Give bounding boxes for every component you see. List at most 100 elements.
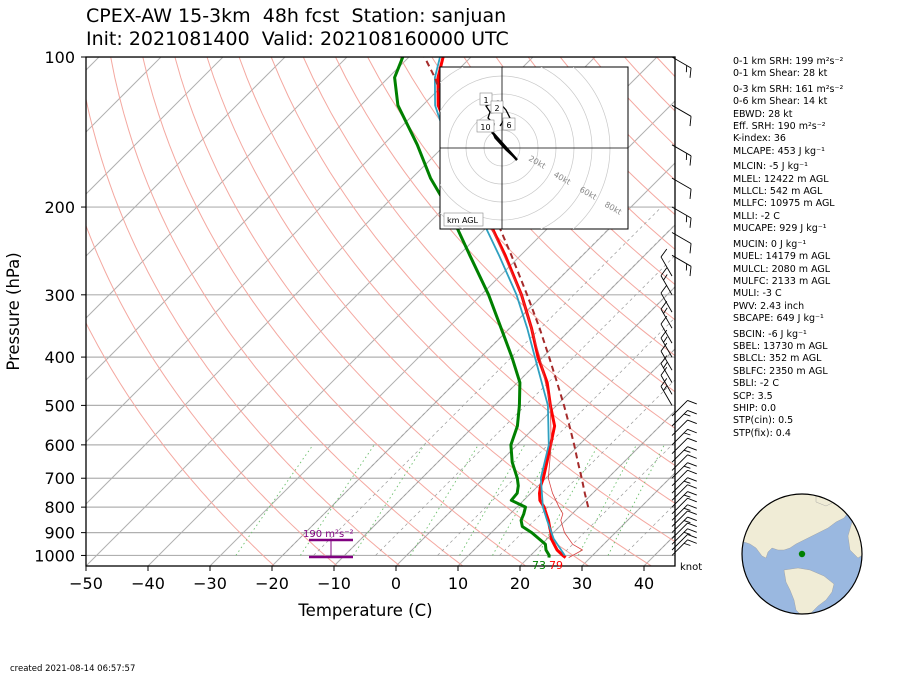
stat-line: SBCAPE: 649 J kg⁻¹: [733, 313, 824, 325]
x-tick-label: 30: [572, 574, 592, 593]
barb-staff: [660, 363, 673, 383]
y-tick-label: 800: [44, 498, 75, 517]
isotherm-line: [209, 100, 675, 566]
barb-staff: [660, 350, 673, 371]
dry-adiabat: [174, 57, 589, 566]
stat-line: 0-1 km SRH: 199 m²s⁻²: [733, 56, 844, 67]
barb-half-flag: [685, 153, 688, 161]
wind-barb: [660, 300, 673, 329]
barb-flag: [687, 539, 697, 544]
background-grid: [86, 57, 675, 566]
hodograph-height-label: 6: [506, 121, 511, 130]
stat-line: 0-6 km Shear: 14 kt: [733, 96, 828, 108]
parcel-temperature-thin: [481, 206, 583, 558]
barb-staff: [671, 437, 688, 455]
barb-flag: [660, 267, 668, 277]
y-tick-label: 300: [44, 286, 75, 305]
stat-line: MLCIN: -5 J kg⁻¹: [733, 161, 808, 173]
barb-staff: [671, 400, 688, 417]
x-tick-label: −30: [193, 574, 227, 593]
stat-line: SBCIN: -6 J kg⁻¹: [733, 328, 807, 340]
stat-line: MUEL: 14179 m AGL: [733, 251, 831, 263]
barb-flag: [687, 419, 697, 424]
barb-half-flag: [663, 336, 668, 343]
stat-line: SBLCL: 352 m AGL: [733, 353, 822, 365]
barb-staff: [660, 375, 673, 395]
isotherm-line: [86, 57, 162, 133]
wind-barb: [671, 437, 697, 455]
wind-barb: [660, 284, 673, 313]
barb-staff: [671, 484, 688, 501]
barb-half-flag: [683, 520, 691, 524]
isotherm-line: [86, 57, 286, 257]
wind-barb: [660, 248, 673, 277]
barb-flag: [689, 67, 692, 78]
x-tick-label: 0: [391, 574, 401, 593]
stat-line: SBLFC: 2350 m AGL: [733, 365, 828, 377]
barb-flag: [687, 437, 697, 443]
stat-line: SCP: 3.5: [733, 390, 773, 402]
barb-half-flag: [683, 432, 691, 436]
dry-adiabat: [270, 57, 675, 504]
x-tick-label: −40: [131, 574, 165, 593]
barb-half-flag: [685, 263, 688, 271]
globe-locator-map: [741, 493, 863, 615]
dry-adiabat: [142, 57, 526, 566]
barb-flag: [687, 410, 697, 415]
wind-barb: [671, 206, 692, 228]
globe-outline: [741, 493, 863, 615]
barb-flag: [687, 428, 697, 434]
wind-barb: [660, 342, 673, 371]
barb-half-flag: [683, 494, 691, 498]
dry-adiabat: [335, 57, 675, 429]
dry-adiabat: [238, 57, 675, 543]
stat-line: EBWD: 28 kt: [733, 108, 793, 120]
y-tick-label: 200: [44, 198, 75, 217]
mixing-ratio-line: [492, 444, 557, 556]
barb-half-flag: [663, 384, 668, 391]
barb-flag: [689, 116, 692, 127]
y-tick-label: 400: [44, 348, 75, 367]
barb-staff: [671, 454, 688, 471]
stat-line: 0-1 km Shear: 28 kt: [733, 68, 828, 80]
barb-staff: [671, 497, 688, 515]
barb-half-flag: [663, 274, 668, 281]
stat-line: MUCIN: 0 J kg⁻¹: [733, 238, 807, 250]
barb-flag: [687, 504, 697, 509]
barb-half-flag: [685, 215, 688, 223]
barb-flag: [687, 497, 697, 503]
barb-staff: [660, 337, 673, 358]
stat-line: MULI: -3 C: [733, 288, 782, 300]
stat-line: MLEL: 12422 m AGL: [733, 173, 829, 185]
wind-unit-label: knot: [680, 562, 702, 573]
barb-half-flag: [683, 465, 691, 469]
wind-barb: [671, 232, 692, 254]
barb-staff: [660, 386, 673, 406]
dry-adiabat: [367, 57, 675, 393]
wind-barb: [671, 428, 697, 446]
dry-adiabat: [399, 57, 675, 357]
wind-barbs: [660, 56, 697, 556]
north-america-landmass: [742, 494, 862, 559]
barb-flag: [689, 243, 692, 254]
hodograph-unit-box: [443, 212, 484, 227]
y-tick-label: 100: [44, 48, 75, 67]
stat-line: SBLI: -2 C: [733, 378, 779, 390]
isotherm-line: [86, 57, 410, 381]
barb-flag: [687, 484, 697, 489]
wind-barb: [660, 329, 673, 358]
stat-line: K-index: 36: [733, 133, 786, 145]
stat-line: STP(fix): 0.4: [733, 427, 791, 439]
south-america-landmass: [783, 567, 835, 614]
barb-half-flag: [663, 362, 668, 369]
barb-flag: [660, 367, 668, 376]
barb-staff: [671, 429, 688, 446]
barb-flag: [687, 510, 697, 515]
dry-adiabat: [86, 224, 338, 566]
wind-barb: [671, 400, 697, 417]
moist-adiabat: [344, 224, 675, 556]
stat-line: MLLFC: 10975 m AGL: [733, 198, 835, 210]
hodograph-unit-label: km AGL: [447, 216, 479, 225]
barb-flag: [687, 528, 697, 533]
